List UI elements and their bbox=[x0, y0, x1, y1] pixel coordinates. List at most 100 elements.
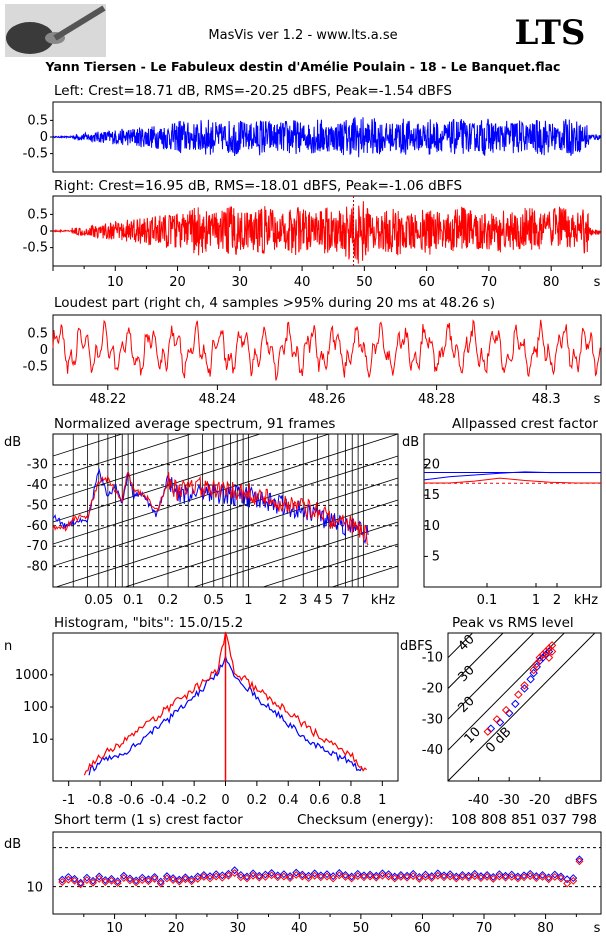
allpassed-crest-panel: Allpassed crest factor dB 20 15 10 5 0.1 1 2 kH… bbox=[402, 416, 602, 608]
scatter-point bbox=[541, 647, 551, 656]
xtick-label: 48.3 bbox=[532, 392, 561, 407]
crest-point bbox=[538, 870, 547, 879]
ytick-label: 10 bbox=[423, 519, 440, 534]
crest-point bbox=[464, 873, 473, 882]
ytick-label: -80 bbox=[27, 560, 48, 575]
loudest-part-title: Loudest part (right ch, 4 samples >95% d… bbox=[54, 295, 495, 311]
spectrum-frame bbox=[52, 433, 399, 588]
allpassed-crest-ylabel: dB bbox=[402, 435, 419, 450]
xtick-label: 4 bbox=[313, 593, 321, 608]
xtick-label: 10 bbox=[106, 921, 123, 936]
crest-point bbox=[132, 878, 141, 887]
crest-point bbox=[119, 874, 128, 883]
scatter-point bbox=[504, 708, 514, 718]
scatter-point bbox=[538, 650, 548, 659]
crest-point bbox=[292, 868, 301, 877]
crest-point bbox=[421, 872, 430, 881]
xtick-label: 20 bbox=[169, 275, 186, 290]
crest-point bbox=[483, 872, 492, 881]
crest-point bbox=[403, 871, 412, 880]
scatter-point bbox=[520, 681, 529, 690]
crest-point bbox=[304, 874, 313, 883]
crest-point bbox=[513, 874, 522, 883]
crest-point bbox=[113, 877, 122, 886]
crest-point bbox=[390, 874, 399, 883]
crest-point bbox=[341, 870, 350, 879]
crest-point bbox=[181, 873, 190, 882]
ytick-label: -30 bbox=[422, 712, 443, 727]
crest-point bbox=[575, 855, 584, 864]
allpassed-crest-plot bbox=[423, 471, 601, 484]
crest-point bbox=[501, 873, 510, 882]
crest-point bbox=[70, 876, 79, 885]
crest-diagonal bbox=[448, 633, 596, 781]
crest-point bbox=[464, 871, 473, 880]
scatter-point bbox=[544, 644, 554, 653]
crest-diagonal bbox=[448, 633, 474, 659]
loudest-part-frame bbox=[52, 314, 602, 386]
grid-diagonal bbox=[53, 434, 262, 501]
diagonal-grid bbox=[53, 434, 398, 587]
crest-point bbox=[89, 876, 97, 885]
scatter-point bbox=[535, 653, 545, 662]
crest-point bbox=[224, 871, 233, 880]
crest-point bbox=[483, 870, 492, 879]
crest-point bbox=[95, 874, 104, 883]
crest-point bbox=[286, 874, 295, 883]
crest-point bbox=[199, 870, 208, 879]
crest-point bbox=[212, 872, 221, 881]
ytick-label: -30 bbox=[27, 458, 48, 473]
diagonal-label: 10 bbox=[462, 725, 484, 747]
crest-point bbox=[156, 877, 165, 886]
crest-point bbox=[563, 875, 572, 884]
xtick-label: 0.1 bbox=[123, 593, 144, 608]
crest-point bbox=[82, 873, 91, 882]
crest-point bbox=[476, 872, 485, 881]
crest-point bbox=[126, 874, 134, 883]
xtick-label: 60 bbox=[418, 275, 435, 290]
crest-point bbox=[236, 870, 245, 879]
xtick-label: 80 bbox=[537, 921, 554, 936]
crest-point bbox=[298, 872, 307, 881]
crest-point bbox=[101, 878, 110, 886]
loudest-trace bbox=[52, 319, 601, 381]
peak-rms-plot bbox=[448, 633, 596, 781]
scatter-point bbox=[495, 718, 505, 727]
file-title: Yann Tiersen - Le Fabuleux destin d'Amél… bbox=[45, 59, 561, 74]
xtick-label: 0.2 bbox=[158, 593, 179, 608]
xtick-label: 40 bbox=[294, 275, 311, 290]
crest-point bbox=[175, 875, 184, 884]
scatter-point bbox=[547, 641, 557, 650]
xtick-label: 0.4 bbox=[278, 793, 299, 808]
diagonal-label: 30 bbox=[456, 663, 478, 685]
crest-point bbox=[452, 872, 461, 881]
crest-point bbox=[224, 869, 233, 878]
crest-point bbox=[446, 872, 455, 881]
xtick-label: -0.4 bbox=[150, 793, 175, 808]
crest-point bbox=[378, 869, 387, 878]
crest-point bbox=[323, 870, 331, 879]
crest-point bbox=[255, 873, 264, 882]
xtick-label: 1 bbox=[244, 593, 252, 608]
ytick-label: 20 bbox=[423, 458, 440, 473]
xtick-label: 0 bbox=[221, 793, 229, 808]
scatter-point bbox=[529, 665, 538, 675]
scatter-point bbox=[492, 715, 502, 724]
crest-point bbox=[230, 869, 239, 877]
left-waveform-plot bbox=[52, 117, 602, 158]
crest-point bbox=[162, 874, 171, 883]
crest-point bbox=[193, 872, 202, 881]
crest-point bbox=[427, 874, 436, 883]
crest-point bbox=[372, 873, 381, 882]
waveform-trace bbox=[52, 117, 602, 158]
crest-point bbox=[335, 869, 344, 877]
crest-point bbox=[538, 872, 547, 881]
xtick-label: 7 bbox=[341, 593, 349, 608]
ytick-label: 10 bbox=[31, 732, 48, 747]
scatter-point bbox=[483, 727, 493, 736]
crest-point bbox=[193, 874, 202, 883]
scatter-point bbox=[486, 724, 496, 733]
crest-point bbox=[279, 870, 288, 879]
crest-point bbox=[212, 870, 221, 879]
